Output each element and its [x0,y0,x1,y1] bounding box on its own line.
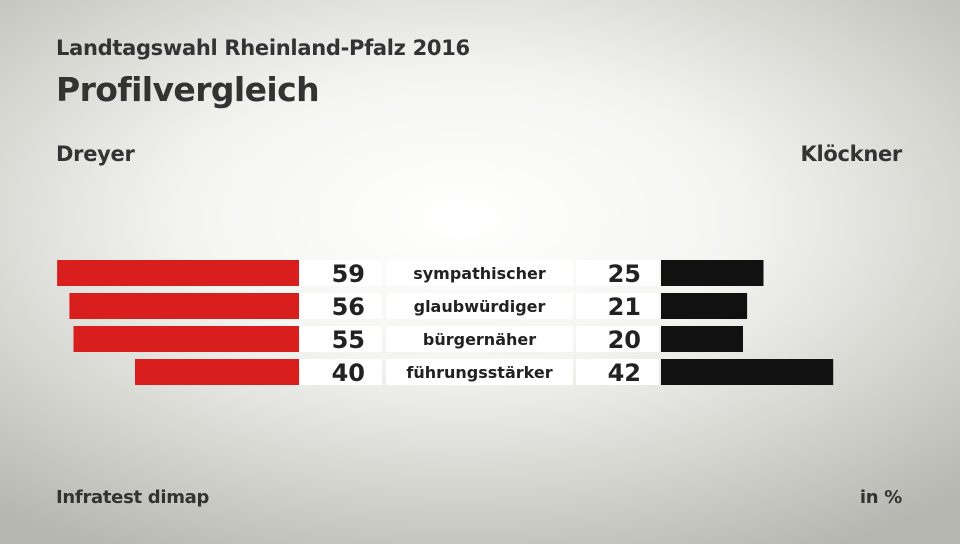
left-value-label: 56 [332,293,365,321]
left-value-label: 59 [332,260,365,288]
left-value-cell [300,326,382,352]
right-bar [661,260,764,286]
right-bar [661,326,743,352]
right-bar [661,359,834,385]
left-bar [73,326,299,352]
left-series-label: Dreyer [56,142,135,166]
category-cell [386,326,573,352]
category-label: führungsstärker [406,363,552,382]
left-bar [57,260,299,286]
left-value-label: 55 [332,326,365,354]
category-label: sympathischer [413,264,546,283]
right-value-cell [576,326,659,352]
right-value-cell [576,293,659,319]
left-bar [135,359,299,385]
left-value-cell [300,293,382,319]
right-value-label: 25 [608,260,641,288]
right-value-label: 42 [608,359,641,387]
category-cell [386,359,573,385]
right-value-cell [576,260,659,286]
category-label: bürgernäher [423,330,536,349]
right-value-label: 20 [608,326,641,354]
left-value-label: 40 [332,359,365,387]
right-bar [661,293,748,319]
category-label: glaubwürdiger [414,297,546,316]
right-series-label: Klöckner [800,142,903,166]
source-label: Infratest dimap [56,487,210,508]
unit-label: in % [859,487,902,508]
chart-title: Profilvergleich [56,70,320,109]
left-bar [69,293,300,319]
category-cell [386,293,573,319]
right-value-label: 21 [608,293,641,321]
category-cell [386,260,573,286]
chart-supertitle: Landtagswahl Rheinland-Pfalz 2016 [56,36,470,60]
right-value-cell [576,359,659,385]
left-value-cell [300,359,382,385]
left-value-cell [300,260,382,286]
